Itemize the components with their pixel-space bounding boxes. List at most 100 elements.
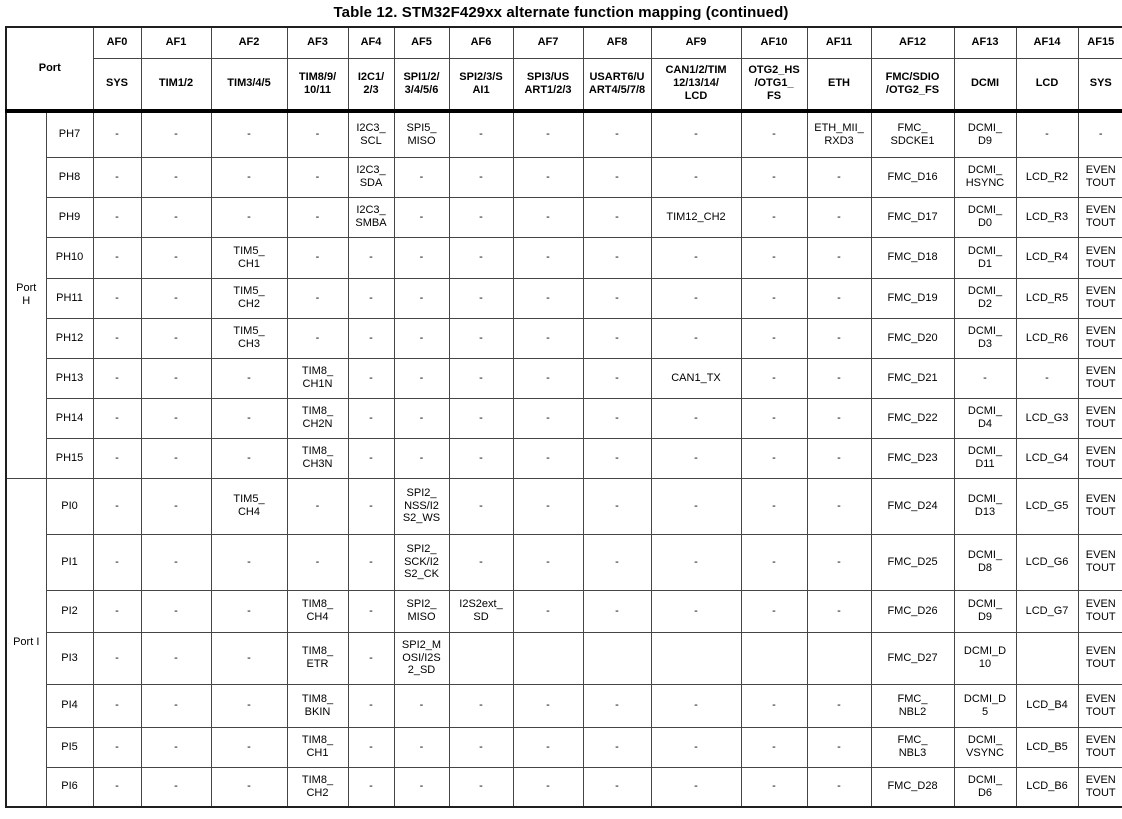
af-cell: -: [582, 766, 652, 808]
af-cell: -: [512, 236, 584, 279]
af-cell: -: [512, 683, 584, 728]
af-cell: -: [210, 156, 288, 198]
af-cell: -: [286, 196, 349, 238]
af-cell: [806, 631, 872, 685]
af-cell: -: [740, 277, 808, 319]
table-row: Port I PI0- - TIM5_ CH4- - SPI2_ NSS/I2 S2_WS…: [5, 477, 1122, 808]
pin-label: PH12: [45, 317, 94, 359]
af-header: AF11: [806, 26, 872, 59]
af-cell: -: [347, 357, 395, 399]
af-cell: -: [650, 317, 742, 359]
af-cell: -: [92, 683, 142, 728]
af-subheader: OTG2_HS /OTG1_ FS: [740, 57, 808, 113]
af-cell: -: [448, 533, 514, 591]
af-cell: TIM5_ CH2: [210, 277, 288, 319]
port-group-label: Port I: [5, 477, 47, 808]
af-cell: -: [806, 236, 872, 279]
af-header: AF13: [953, 26, 1017, 59]
af-cell: -: [806, 477, 872, 535]
af-header: AF1: [140, 26, 212, 59]
pin-label: PH8: [45, 156, 94, 198]
af-subheader: TIM3/4/5: [210, 57, 288, 113]
af-cell: DCMI_ D4: [953, 397, 1017, 439]
af-cell: TIM5_ CH1: [210, 236, 288, 279]
af-cell: -: [806, 533, 872, 591]
af-cell: -: [512, 357, 584, 399]
af-cell: -: [448, 397, 514, 439]
af-cell: -: [347, 277, 395, 319]
alternate-function-table: Port AF0 AF1 AF2 AF3 AF4 AF5 AF6 AF7 AF8…: [5, 26, 1122, 808]
af-subheader: LCD: [1015, 57, 1079, 113]
af-header: AF5: [393, 26, 450, 59]
af-cell: -: [806, 317, 872, 359]
af-cell: DCMI_ D6: [953, 766, 1017, 808]
af-cell: -: [393, 196, 450, 238]
af-cell: -: [512, 397, 584, 439]
af-cell: -: [806, 357, 872, 399]
af-cell: -: [210, 196, 288, 238]
af-cell: EVEN TOUT: [1077, 357, 1122, 399]
af-cell: -: [210, 589, 288, 633]
af-cell: -: [806, 397, 872, 439]
af-cell: -: [347, 683, 395, 728]
af-cell: LCD_R2: [1015, 156, 1079, 198]
af-subheader: SYS: [1077, 57, 1122, 113]
af-cell: DCMI_ D1: [953, 236, 1017, 279]
af-cell: -: [286, 317, 349, 359]
af-cell: -: [140, 156, 212, 198]
af-cell: LCD_B6: [1015, 766, 1079, 808]
af-cell: I2S2ext_ SD: [448, 589, 514, 633]
af-cell: SPI2_M OSI/I2S 2_SD: [393, 631, 450, 685]
port-group-label: Port H: [5, 110, 47, 479]
table-body: Port H PH7- - - - I2C3_ SCL SPI5_ MISO - - - - - ETH…: [5, 110, 1122, 808]
af-subheader: DCMI: [953, 57, 1017, 113]
af-cell: DCMI_ D8: [953, 533, 1017, 591]
port-column-header: Port: [5, 26, 94, 113]
af-cell: -: [1077, 110, 1122, 158]
af-header: AF3: [286, 26, 349, 59]
af-subheader: TIM8/9/ 10/11: [286, 57, 349, 113]
af-cell: -: [347, 477, 395, 535]
af-cell: -: [512, 437, 584, 479]
af-cell: FMC_D25: [870, 533, 955, 591]
af-cell: -: [512, 477, 584, 535]
af-cell: -: [582, 397, 652, 439]
af-cell: -: [393, 397, 450, 439]
af-cell: -: [92, 397, 142, 439]
af-cell: LCD_R5: [1015, 277, 1079, 319]
af-cell: EVEN TOUT: [1077, 277, 1122, 319]
af-cell: -: [650, 236, 742, 279]
af-cell: TIM12_CH2: [650, 196, 742, 238]
af-cell: -: [448, 317, 514, 359]
af-cell: -: [448, 357, 514, 399]
af-cell: -: [393, 156, 450, 198]
table-row: PH13- - - TIM8_ CH1N - - - - - CAN1_TX - - FMC_D21- -…: [6, 357, 1122, 399]
af-cell: DCMI_ D9: [953, 589, 1017, 633]
af-header: AF4: [347, 26, 395, 59]
af-cell: -: [92, 477, 142, 535]
af-cell: -: [140, 196, 212, 238]
af-header: AF12: [870, 26, 955, 59]
af-header: AF15: [1077, 26, 1122, 59]
af-subheader-row: SYS TIM1/2 TIM3/4/5 TIM8/9/ 10/11 I2C1/ …: [6, 57, 1122, 113]
af-cell: EVEN TOUT: [1077, 726, 1122, 768]
af-cell: [582, 631, 652, 685]
table-row: Port H PH7- - - - I2C3_ SCL SPI5_ MISO - - - - - ETH…: [5, 110, 1122, 479]
af-cell: -: [740, 236, 808, 279]
af-cell: DCMI_D 5: [953, 683, 1017, 728]
af-header: AF6: [448, 26, 514, 59]
table-row: PH10- - TIM5_ CH1- - - - - - - - - FMC_D18 DCMI_ D1 L…: [6, 236, 1122, 279]
af-cell: DCMI_ VSYNC: [953, 726, 1017, 768]
af-cell: -: [740, 589, 808, 633]
af-cell: EVEN TOUT: [1077, 589, 1122, 633]
af-cell: FMC_D20: [870, 317, 955, 359]
af-cell: -: [740, 766, 808, 808]
af-cell: -: [740, 196, 808, 238]
af-cell: -: [286, 236, 349, 279]
af-cell: -: [650, 726, 742, 768]
table-row: PI4- - - TIM8_ BKIN - - - - - - - - FMC_ NBL2 DCMI_D …: [6, 683, 1122, 728]
af-cell: -: [448, 477, 514, 535]
af-cell: -: [512, 196, 584, 238]
af-cell: -: [140, 277, 212, 319]
af-cell: -: [806, 196, 872, 238]
